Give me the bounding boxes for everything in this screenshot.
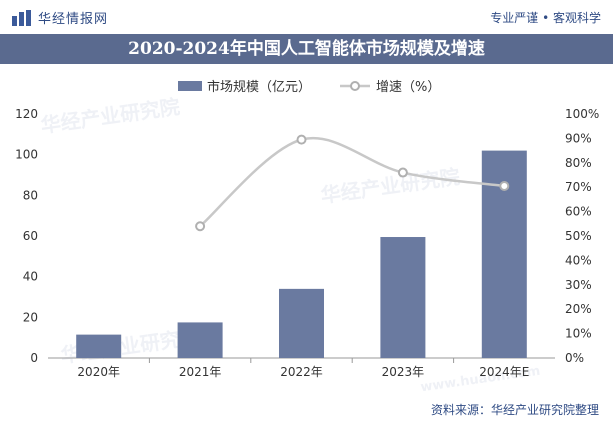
legend-label-market-size: 市场规模（亿元） xyxy=(207,79,311,95)
brand-name: 华经情报网 xyxy=(38,12,109,27)
growth-rate-point xyxy=(195,221,206,232)
y-right-tick-label: 0% xyxy=(565,351,584,365)
y-left-tick-label: 0 xyxy=(30,351,38,365)
x-tick-label: 2020年 xyxy=(77,365,120,379)
growth-rate-point xyxy=(296,134,307,145)
growth-rate-line xyxy=(199,136,505,228)
y-left-tick-label: 100 xyxy=(15,148,38,162)
y-right-tick-label: 70% xyxy=(565,180,592,194)
source-note: 资料来源：华经产业研究院整理 xyxy=(430,403,599,417)
x-tick-label: 2024年E xyxy=(479,365,529,379)
top-bar: 华经情报网 专业严谨 • 客观科学 xyxy=(0,0,613,34)
y-right-tick-label: 10% xyxy=(565,327,592,341)
y-right-tick-label: 80% xyxy=(565,156,592,170)
legend-label-growth: 增速（%） xyxy=(376,80,440,95)
bar-market-size xyxy=(76,334,122,358)
legend-swatch-growth-marker xyxy=(350,81,360,91)
y-right-tick-label: 40% xyxy=(565,253,592,267)
x-tick-label: 2021年 xyxy=(179,365,222,379)
y-right-tick-label: 50% xyxy=(565,229,592,243)
legend-swatch-market-size xyxy=(178,81,202,91)
x-tick-label: 2023年 xyxy=(382,365,425,379)
y-right-tick-label: 100% xyxy=(565,107,599,121)
brand-logo-icon xyxy=(12,9,32,26)
y-left-tick-label: 20 xyxy=(23,310,38,324)
chart-title: 2020-2024年中国人工智能体市场规模及增速 xyxy=(0,34,613,64)
bar-market-size xyxy=(279,288,324,358)
brand: 华经情报网 xyxy=(12,8,108,27)
y-right-tick-label: 20% xyxy=(565,302,592,316)
growth-rate-point xyxy=(499,180,510,191)
y-right-tick-label: 90% xyxy=(565,131,592,145)
chart-area: 0 20 40 60 80 100 120 0% 10% 20% 30% 40% 50% 60% 70% 80… xyxy=(15,79,599,379)
x-tick-label: 2022年 xyxy=(280,365,323,379)
slogan: 专业严谨 • 客观科学 xyxy=(490,11,601,25)
bar-market-size xyxy=(380,237,426,358)
y-right-tick-label: 30% xyxy=(565,278,592,292)
bar-market-size xyxy=(177,322,223,358)
growth-rate-point xyxy=(397,167,408,178)
y-left-tick-label: 60 xyxy=(23,229,38,243)
y-left-tick-label: 120 xyxy=(15,107,38,121)
y-left-tick-label: 40 xyxy=(23,270,38,284)
y-right-tick-label: 60% xyxy=(565,205,592,219)
y-left-tick-label: 80 xyxy=(23,188,38,202)
